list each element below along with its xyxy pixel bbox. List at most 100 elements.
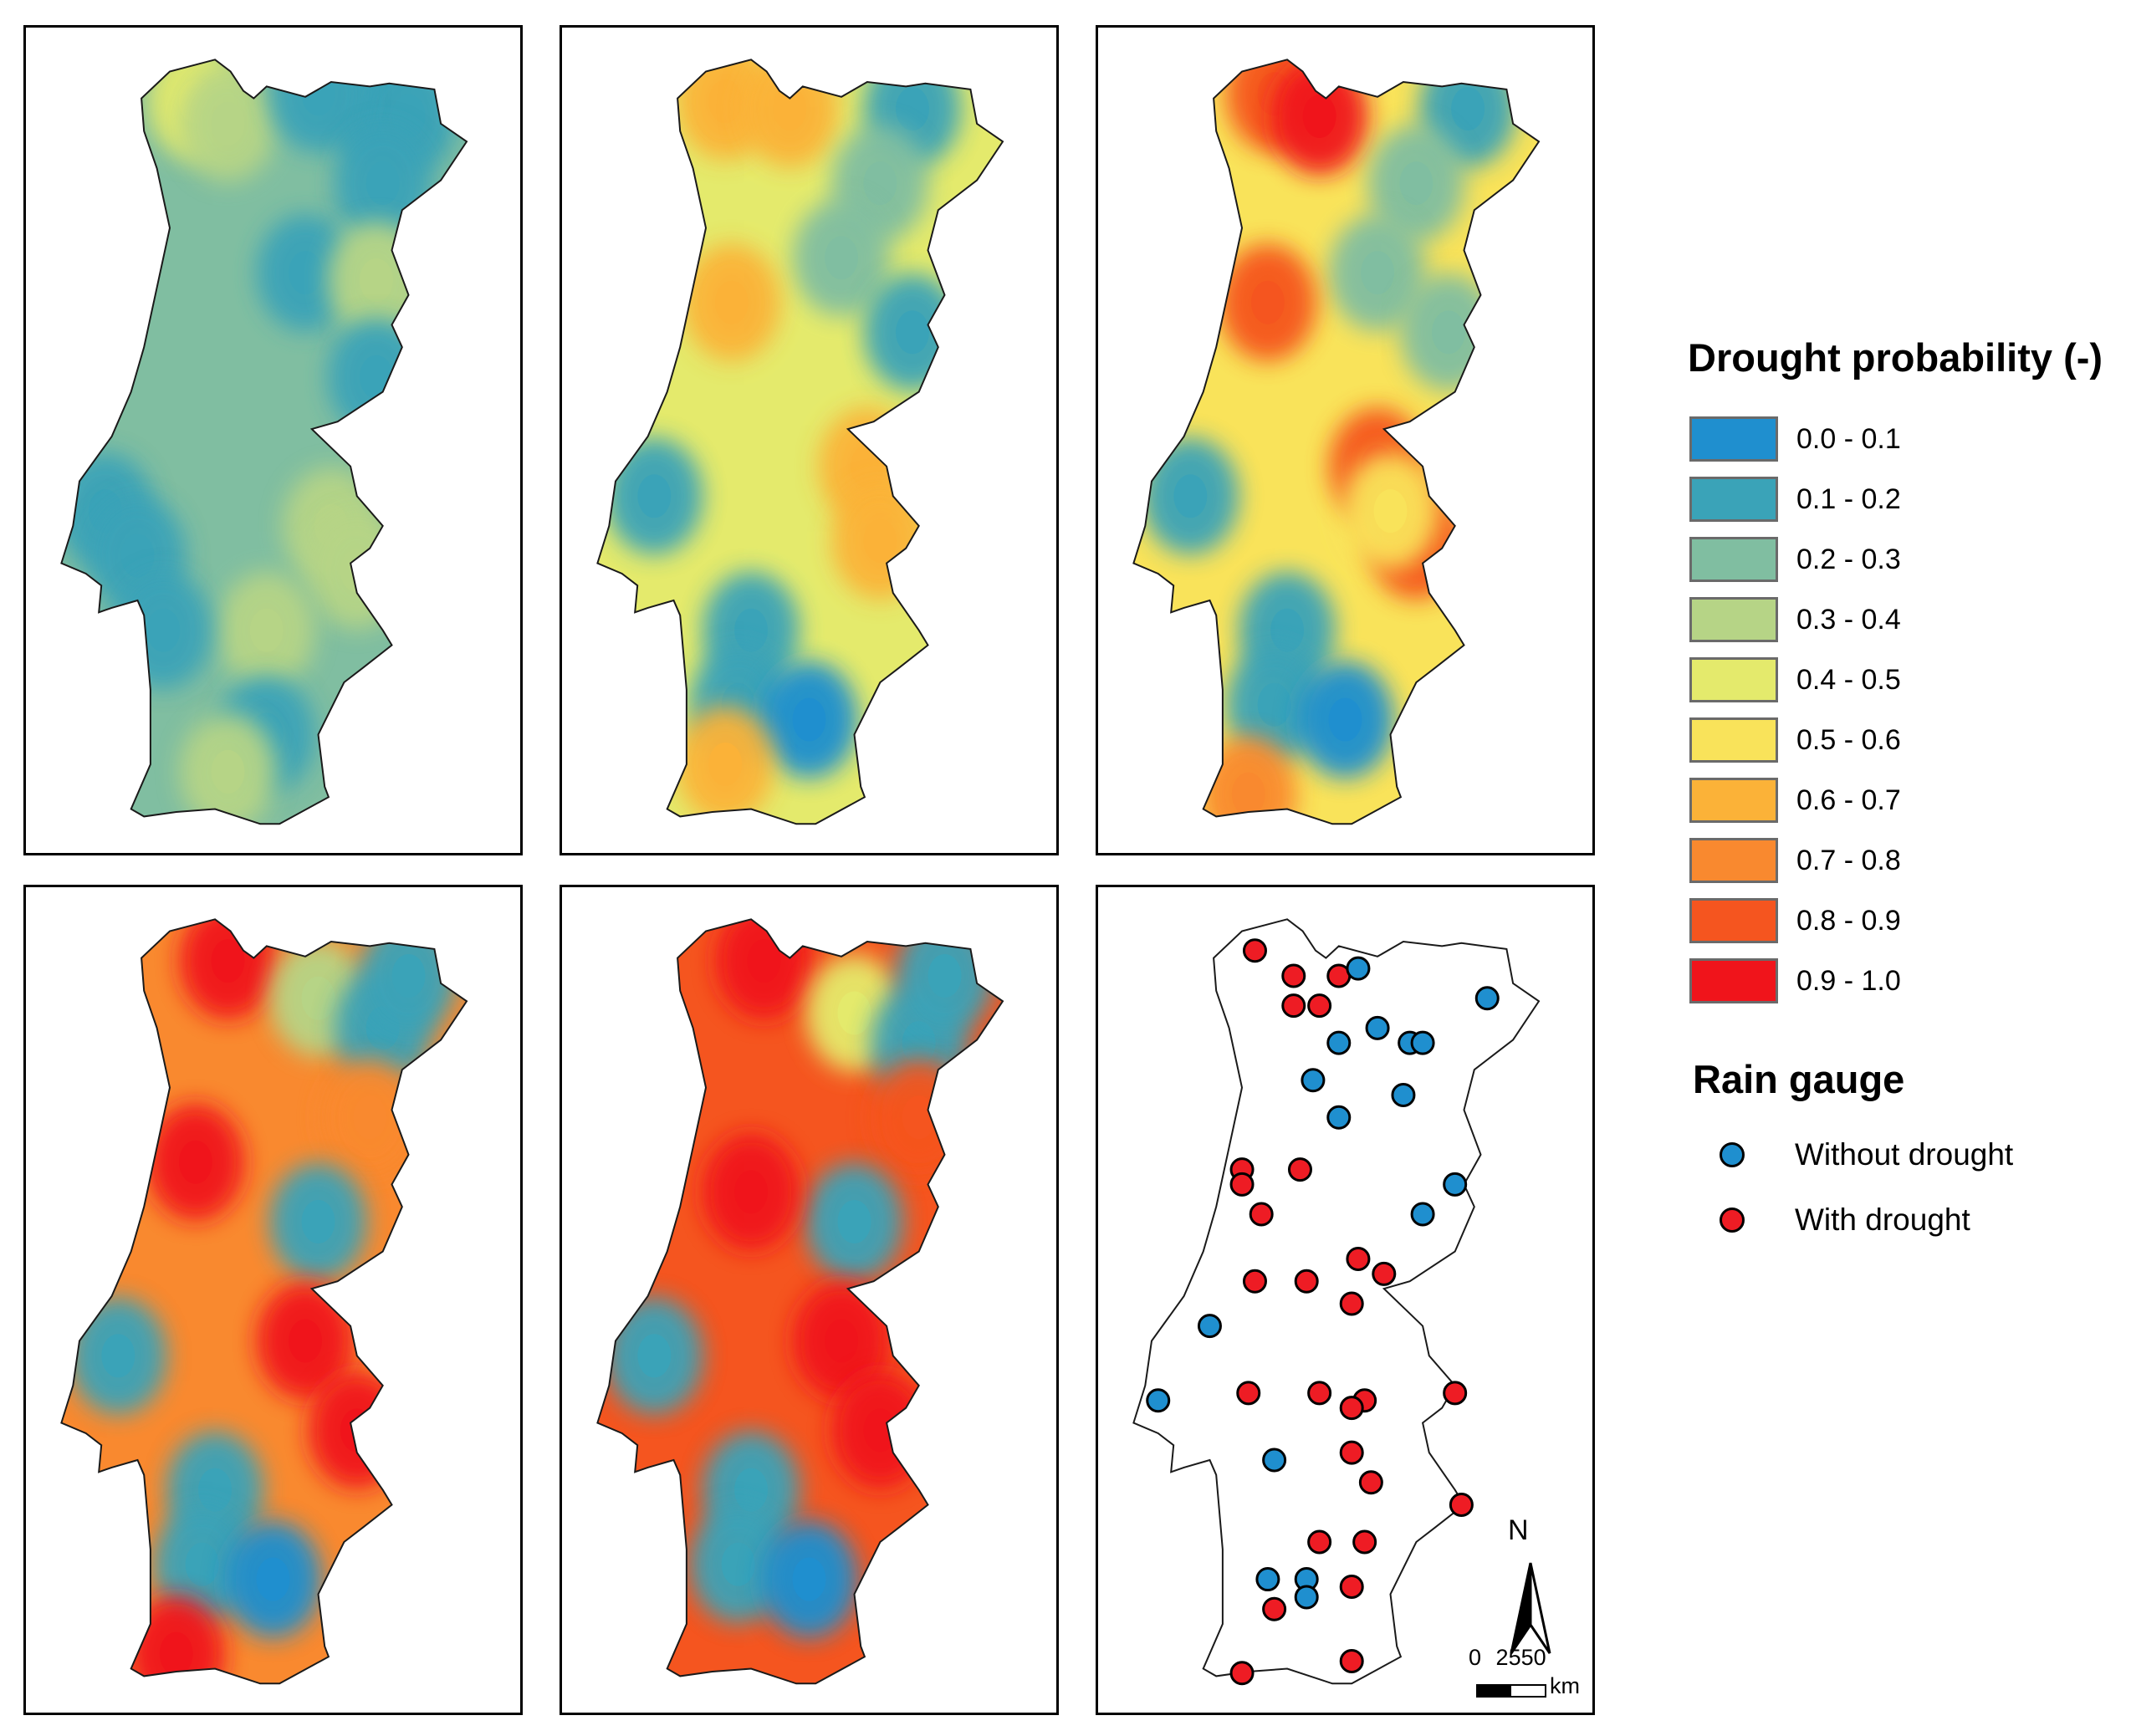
gauge-without-drought xyxy=(1391,1083,1416,1108)
map-2-surface xyxy=(597,59,1004,825)
north-arrow-label: N xyxy=(1508,1514,1529,1546)
map-panel-5 xyxy=(560,885,1059,1715)
gauge-map-canvas xyxy=(1132,918,1541,1686)
probability-core xyxy=(211,749,245,794)
probability-core xyxy=(359,355,393,399)
probability-core xyxy=(211,101,245,146)
scale-bar-labels: 0 2550 xyxy=(1469,1645,1546,1671)
legend-label: 0.8 - 0.9 xyxy=(1796,904,1901,937)
legend-swatch xyxy=(1689,717,1778,763)
gauge-with-drought xyxy=(1372,1261,1397,1286)
probability-core xyxy=(146,608,181,652)
map-1-surface xyxy=(61,59,468,825)
probability-core xyxy=(1373,489,1408,534)
probability-core xyxy=(902,1095,936,1140)
gauge-without-drought xyxy=(1326,1105,1352,1130)
probability-core xyxy=(850,444,884,488)
legend-swatch xyxy=(1689,597,1778,642)
probability-core xyxy=(211,939,245,983)
gauge-with-drought xyxy=(1358,1470,1383,1495)
map-2-canvas xyxy=(596,59,1004,825)
legend-swatch xyxy=(1689,778,1778,823)
gauge-legend-label: Without drought xyxy=(1795,1137,2014,1172)
probability-zone xyxy=(308,512,406,630)
probability-core xyxy=(249,608,284,652)
probability-core xyxy=(340,549,374,593)
probability-core xyxy=(1257,682,1291,727)
probability-core xyxy=(714,280,749,324)
probability-core xyxy=(256,1557,290,1601)
map-5-canvas xyxy=(596,918,1004,1685)
legend-swatch xyxy=(1689,477,1778,522)
gauge-with-drought xyxy=(1294,1269,1319,1294)
gauge-with-drought xyxy=(1281,993,1306,1019)
scale-bar xyxy=(1476,1684,1546,1698)
legend-label: 0.6 - 0.7 xyxy=(1796,784,1901,816)
probability-core xyxy=(734,1170,769,1214)
legend-item: 0.1 - 0.2 xyxy=(1681,469,2116,529)
probability-core xyxy=(289,251,323,295)
country-outline xyxy=(596,918,1004,1685)
legend-swatch xyxy=(1689,657,1778,702)
probability-core xyxy=(198,1468,233,1512)
legend-item: 0.9 - 1.0 xyxy=(1681,951,2116,1011)
map-5-surface xyxy=(597,919,1004,1684)
probability-core xyxy=(792,1557,826,1601)
probability-core xyxy=(637,474,672,518)
gauge-with-drought xyxy=(1262,1596,1287,1621)
gauge-with-drought xyxy=(1307,1529,1332,1555)
map-panel-2 xyxy=(560,25,1059,855)
legend-swatch xyxy=(1689,537,1778,582)
country-outline xyxy=(60,918,468,1685)
probability-core xyxy=(837,1199,871,1243)
legend-item: 0.5 - 0.6 xyxy=(1681,710,2116,770)
probability-core xyxy=(895,310,929,355)
gauge-with-drought xyxy=(1236,1381,1261,1406)
probability-core xyxy=(837,991,871,1035)
legend-swatch xyxy=(1689,958,1778,1003)
north-arrow-icon xyxy=(1510,1562,1551,1654)
gauge-without-drought xyxy=(1255,1567,1280,1592)
probability-core xyxy=(1328,697,1362,742)
country-outline xyxy=(60,59,468,825)
gauge-with-drought xyxy=(1443,1381,1468,1406)
gauge-with-drought xyxy=(1339,1649,1364,1674)
probability-core xyxy=(747,939,781,983)
gauge-without-drought xyxy=(1146,1388,1171,1413)
gauge-without-drought xyxy=(1197,1314,1222,1339)
probability-core xyxy=(365,161,400,206)
gauge-with-drought xyxy=(1249,1202,1274,1227)
legend-swatch xyxy=(1689,898,1778,943)
legend-swatch xyxy=(1689,416,1778,462)
gauge-with-drought xyxy=(1307,993,1332,1019)
gauge-without-drought xyxy=(1443,1172,1468,1197)
probability-core xyxy=(792,697,826,742)
rain-gauge-title: Rain gauge xyxy=(1693,1057,1905,1101)
legend-item: 0.0 - 0.1 xyxy=(1681,409,2116,469)
probability-core xyxy=(928,953,962,998)
gauge-with-drought xyxy=(1242,1269,1267,1294)
map-1-canvas xyxy=(60,59,468,825)
probability-core xyxy=(340,1408,374,1453)
gauge-legend-item: Without drought xyxy=(1681,1122,2116,1187)
legend-label: 0.5 - 0.6 xyxy=(1796,723,1901,756)
probability-core xyxy=(1250,280,1285,324)
map-4-surface xyxy=(61,919,468,1684)
legend-swatch xyxy=(1689,838,1778,883)
probability-core xyxy=(359,258,393,302)
gauge-with-drought xyxy=(1307,1381,1332,1406)
probability-core xyxy=(1431,310,1465,355)
map-3-canvas xyxy=(1132,59,1541,825)
probability-core xyxy=(734,608,769,652)
legend-label: 0.2 - 0.3 xyxy=(1796,543,1901,575)
legend-item: 0.8 - 0.9 xyxy=(1681,891,2116,951)
gauge-without-drought xyxy=(1410,1202,1435,1227)
legend-label: 0.4 - 0.5 xyxy=(1796,663,1901,696)
gauge-dot-icon xyxy=(1720,1142,1745,1167)
probability-core xyxy=(1173,474,1208,518)
scale-tick-50: 50 xyxy=(1520,1645,1546,1670)
probability-core xyxy=(301,976,335,1020)
gauge-with-drought xyxy=(1339,1396,1364,1421)
probability-core xyxy=(159,1631,193,1676)
legend-classes: 0.0 - 0.1 0.1 - 0.2 0.2 - 0.3 0.3 - 0.4 … xyxy=(1681,409,2116,1011)
